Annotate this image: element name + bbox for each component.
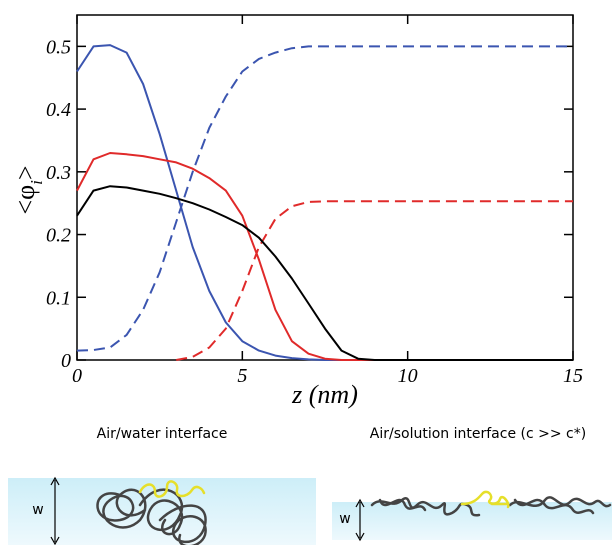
solution-layer (332, 502, 612, 540)
plot-frame (76, 14, 574, 361)
y-tick-label: 0.5 (46, 36, 71, 58)
x-tick-label: 0 (72, 365, 82, 387)
y-tick-label: 0.1 (46, 287, 71, 309)
series-line (76, 185, 573, 361)
y-tick-label: 0.2 (46, 225, 71, 247)
y-tick-label: 0.4 (46, 99, 71, 121)
w-label: w (339, 511, 350, 527)
left-title: Air/water interface (97, 426, 228, 442)
water-layer (8, 478, 316, 545)
w-label: w (32, 502, 43, 518)
x-tick-label: 5 (237, 365, 247, 387)
polymer-coils (96, 480, 612, 545)
y-axis-label: <φi> (11, 165, 46, 214)
y-tick-label: 0.3 (46, 162, 71, 184)
x-axis-label: z (nm) (291, 380, 358, 409)
y-tick-label: 0 (61, 350, 71, 372)
series-line (76, 44, 573, 361)
x-tick-label: 15 (563, 365, 583, 387)
x-tick-label: 10 (398, 365, 418, 387)
series-line (176, 200, 573, 361)
w-arrows (50, 476, 365, 545)
right-title: Air/solution interface (c >> c*) (370, 426, 586, 442)
series-line (76, 45, 573, 352)
